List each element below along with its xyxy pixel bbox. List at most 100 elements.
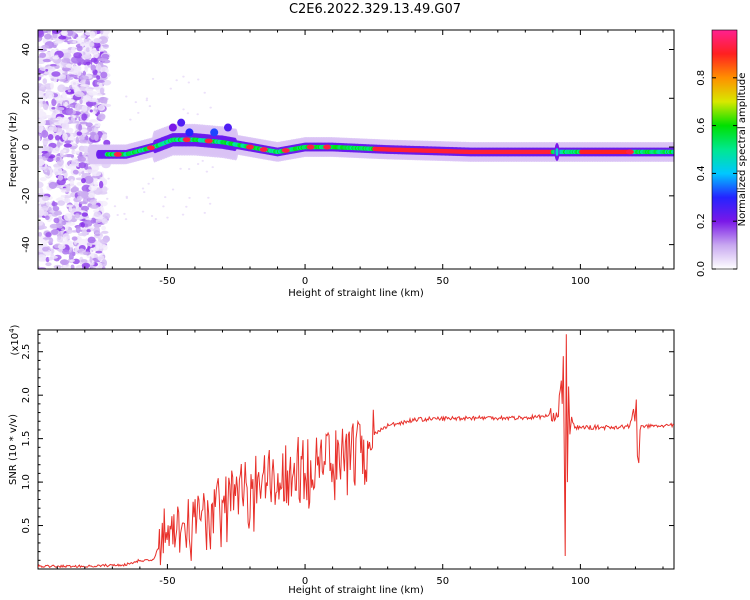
- heatmap-noise-cell: [38, 111, 47, 119]
- heatmap-layer: [38, 30, 674, 269]
- heatmap-noise-cell: [151, 177, 155, 180]
- heatmap-noise-cell: [41, 195, 50, 202]
- heatmap-noise-cell: [79, 86, 85, 91]
- heatmap-noise-cell: [66, 30, 74, 37]
- heatmap-noise-cell: [94, 181, 99, 187]
- heatmap-noise-cell: [187, 168, 191, 171]
- heatmap-noise-cell: [101, 259, 107, 267]
- heatmap-noise-cell: [44, 146, 54, 152]
- heatmap-noise-cell: [81, 184, 92, 193]
- heatmap-noise-cell: [80, 128, 88, 134]
- heatmap-noise-cell: [205, 170, 209, 173]
- heatmap-noise-cell: [74, 91, 84, 98]
- heatmap-noise-cell: [129, 118, 132, 121]
- heatmap-noise-cell: [123, 212, 126, 215]
- ridge-peak: [306, 144, 315, 150]
- y-tick-label: 1.5: [21, 431, 32, 447]
- heatmap-noise-cell: [98, 36, 109, 44]
- heatmap-noise-cell: [143, 191, 146, 194]
- heatmap-noise-cell: [65, 63, 73, 68]
- heatmap-noise-cell: [96, 75, 101, 80]
- heatmap-noise-cell: [209, 106, 212, 109]
- heatmap-noise-cell: [76, 36, 83, 42]
- heatmap-noise-cell: [84, 175, 94, 184]
- heatmap-noise-cell: [162, 205, 165, 208]
- heatmap-noise-cell: [147, 182, 150, 185]
- heatmap-noise-cell: [71, 159, 80, 167]
- heatmap-noise-cell: [91, 175, 102, 179]
- y-tick-label: 0.5: [21, 518, 32, 534]
- heatmap-noise-cell: [67, 99, 75, 104]
- heatmap-noise-cell: [95, 167, 100, 171]
- heatmap-noise-cell: [38, 158, 45, 167]
- heatmap-noise-cell: [51, 119, 58, 123]
- heatmap-noise-cell: [154, 217, 158, 220]
- heatmap-noise-cell: [45, 91, 55, 99]
- heatmap-noise-cell: [78, 123, 83, 132]
- heatmap-noise-cell: [82, 70, 87, 76]
- heatmap-noise-cell: [81, 54, 92, 59]
- heatmap-noise-cell: [44, 174, 52, 178]
- ridge-peak: [323, 144, 332, 150]
- ridge-peak: [204, 138, 213, 144]
- heatmap-noise-cell: [65, 204, 74, 208]
- ridge-peak: [113, 151, 122, 157]
- heatmap-noise-cell: [72, 40, 77, 44]
- heatmap-noise-cell: [196, 113, 199, 116]
- heatmap-noise-cell: [71, 46, 76, 55]
- heatmap-noise-cell: [89, 109, 93, 113]
- heatmap-noise-cell: [171, 188, 175, 191]
- heatmap-noise-cell: [73, 52, 83, 59]
- heatmap-noise-cell: [44, 33, 52, 40]
- heatmap-noise-cell: [38, 208, 45, 216]
- heatmap-noise-cell: [78, 201, 87, 205]
- heatmap-noise-cell: [89, 204, 99, 209]
- heatmap-noise-cell: [85, 47, 90, 53]
- heatmap-noise-cell: [79, 121, 89, 125]
- heatmap-noise-cell: [80, 205, 90, 212]
- heatmap-noise-cell: [46, 169, 50, 176]
- heatmap-noise-cell: [79, 226, 86, 230]
- heatmap-noise-cell: [169, 87, 172, 90]
- heatmap-noise-cell: [113, 205, 117, 208]
- colorbar: [711, 29, 738, 270]
- heatmap-noise-cell: [80, 35, 87, 39]
- heatmap-noise-cell: [134, 101, 138, 104]
- heatmap-noise-cell: [42, 78, 48, 85]
- heatmap-noise-cell: [53, 167, 63, 176]
- ridge-peak: [246, 144, 254, 150]
- heatmap-noise-cell: [85, 86, 94, 92]
- heatmap-noise-cell: [52, 55, 60, 60]
- heatmap-noise-cell: [61, 228, 65, 231]
- x-tick-label: -50: [159, 576, 175, 587]
- heatmap-noise-cell: [95, 219, 102, 223]
- heatmap-noise-cell: [89, 131, 97, 136]
- heatmap-noise-cell: [91, 50, 96, 54]
- heatmap-noise-cell: [106, 197, 109, 200]
- heatmap-noise-cell: [97, 104, 106, 111]
- colorbar-tick-label: 0.4: [696, 165, 707, 181]
- heatmap-noise-cell: [69, 133, 74, 138]
- heatmap-noise-cell: [207, 196, 210, 199]
- heatmap-noise-cell: [100, 71, 108, 79]
- heatmap-noise-cell: [186, 112, 190, 115]
- heatmap-noise-cell: [55, 258, 60, 262]
- heatmap-noise-cell: [47, 133, 54, 141]
- y-tick-label: 2.0: [21, 387, 32, 403]
- colorbar-tick-label: 0.8: [696, 70, 707, 86]
- heatmap-noise-cell: [116, 213, 119, 216]
- heatmap-noise-cell: [69, 179, 75, 188]
- heatmap-noise-cell: [76, 196, 83, 201]
- heatmap-noise-cell: [185, 205, 188, 208]
- heatmap-noise-cell: [81, 95, 92, 103]
- heatmap-noise-cell: [83, 251, 92, 256]
- heatmap-noise-cell: [57, 200, 66, 206]
- heatmap-noise-cell: [62, 133, 68, 141]
- heatmap-noise-cell: [99, 87, 105, 95]
- heatmap-noise-cell: [38, 254, 46, 262]
- heatmap-noise-cell: [44, 215, 50, 220]
- heatmap-noise-cell: [93, 211, 102, 217]
- heatmap-noise-cell: [61, 122, 70, 130]
- heatmap-noise-cell: [50, 78, 55, 82]
- ridge-blob: [185, 128, 194, 137]
